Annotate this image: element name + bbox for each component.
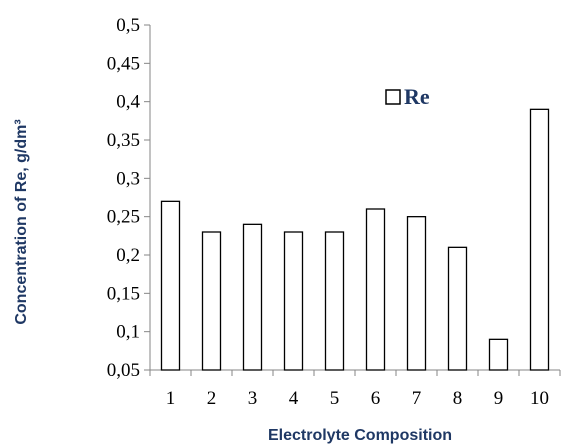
y-tick-label: 0,2 (116, 245, 140, 266)
y-tick-label: 0,3 (116, 168, 140, 189)
y-axis-title: Concentration of Re, g/dm³ (13, 119, 30, 324)
bar-1 (160, 200, 181, 371)
x-tick-label: 7 (412, 388, 422, 409)
y-tick-label: 0,05 (107, 360, 140, 381)
bar-6 (365, 208, 386, 371)
x-tick-label: 8 (453, 388, 463, 409)
bar-5 (324, 231, 345, 371)
x-tick-label: 5 (330, 388, 340, 409)
bar-2 (201, 231, 222, 371)
legend-label-re: Re (404, 84, 430, 109)
bar-8 (447, 246, 468, 371)
bar-10 (529, 108, 550, 371)
bar-series-re (160, 108, 550, 371)
y-tick-label: 0,35 (107, 130, 140, 151)
bar-4 (283, 231, 304, 371)
y-axis: 0,05 0,1 0,15 0,2 0,25 0,3 0,35 0,4 0,45 0,5 (107, 15, 151, 381)
x-tick-label: 6 (371, 388, 381, 409)
bar-9 (488, 338, 509, 371)
y-tick-label: 0,25 (107, 207, 140, 228)
x-axis-title: Electrolyte Composition (268, 427, 452, 444)
y-tick-label: 0,15 (107, 283, 140, 304)
y-tick-label: 0,45 (107, 53, 140, 74)
x-tick-label: 9 (494, 388, 504, 409)
y-tick-label: 0,4 (116, 92, 140, 113)
legend-swatch-re (385, 89, 401, 105)
x-tick-label: 2 (207, 388, 217, 409)
x-axis: 1 2 3 4 5 6 7 8 9 10 (149, 369, 561, 409)
x-tick-label: 1 (166, 388, 176, 409)
x-tick-label: 10 (530, 388, 549, 409)
bar-3 (242, 223, 263, 371)
x-tick-label: 4 (289, 388, 299, 409)
y-tick-label: 0,5 (116, 15, 140, 36)
x-tick-label: 3 (248, 388, 258, 409)
legend: Re (385, 84, 430, 109)
y-tick-label: 0,1 (116, 322, 140, 343)
bar-7 (406, 216, 427, 371)
